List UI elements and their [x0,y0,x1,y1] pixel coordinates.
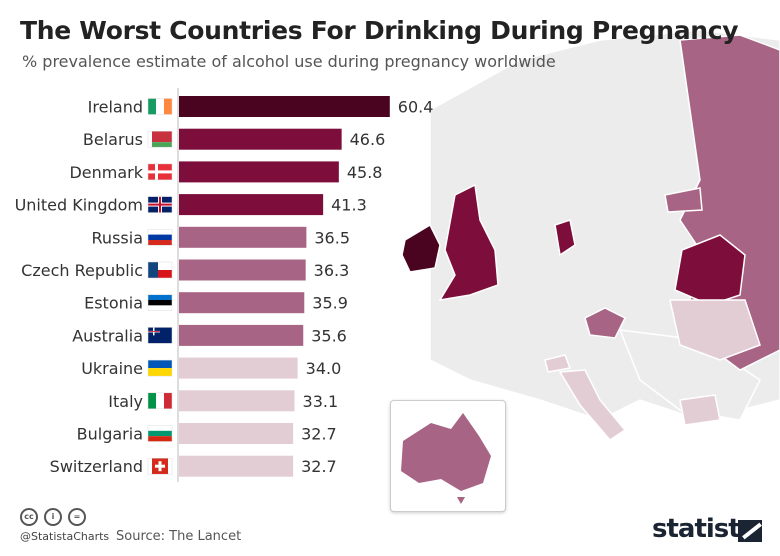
belarus-flag-icon [147,130,173,148]
value-label: 35.6 [311,326,347,345]
value-label: 36.3 [314,261,350,280]
category-label: Denmark [69,163,143,182]
bar [179,259,306,281]
twitter-handle[interactable]: @StatistaCharts [20,530,110,543]
value-label: 46.6 [350,130,386,149]
chart-subtitle: % prevalence estimate of alcohol use dur… [22,52,556,71]
bar [179,226,307,248]
category-label: Italy [108,392,143,411]
map-australia [401,413,491,491]
map-belarus [674,234,746,306]
bulgaria-flag-icon [147,425,173,442]
bar [179,390,295,412]
map-ukraine [669,299,761,361]
cc-icon: cc [20,508,38,526]
russia-flag-icon [147,229,173,246]
source-text: Source: The Lancet [116,529,242,544]
value-label: 32.7 [301,425,337,444]
bar [179,96,390,117]
australia-flag-icon [147,327,173,344]
category-label: Bulgaria [77,425,143,444]
uk-flag-icon [147,196,173,213]
category-label: Switzerland [50,457,143,476]
bar [179,128,342,150]
bar [179,423,294,444]
bar [179,455,294,477]
value-label: 45.8 [347,163,383,182]
value-label: 41.3 [331,196,367,215]
ireland-flag-icon [147,98,173,115]
attribution-icon: i [44,508,62,526]
no-derivatives-icon: = [68,508,86,526]
value-label: 60.4 [398,98,434,117]
value-label: 33.1 [303,392,339,411]
bar [179,292,305,314]
ukraine-flag-icon [147,359,173,377]
czech-flag-icon [147,261,173,279]
denmark-flag-icon [147,163,173,181]
value-label: 35.9 [312,294,348,313]
map-ireland [401,223,441,273]
chart-title: The Worst Countries For Drinking During … [20,16,739,45]
category-label: Ireland [88,98,143,117]
category-label: Ukraine [81,359,143,378]
category-label: United Kingdom [15,196,143,215]
map-czech [584,307,627,339]
map-italy [558,369,627,441]
switzerland-flag-icon [147,457,173,475]
value-label: 32.7 [301,457,337,476]
bar [179,357,298,379]
map-uk [438,183,499,302]
value-label: 36.5 [314,228,350,247]
bar [179,161,339,183]
australia-inset [390,400,506,512]
value-label: 34.0 [306,359,342,378]
category-label: Russia [92,228,143,247]
statista-logo-icon [738,520,762,542]
map-switzerland [544,354,572,373]
category-label: Australia [72,326,143,345]
category-label: Belarus [83,130,143,149]
bar [179,194,324,216]
estonia-flag-icon [147,294,173,311]
bar [179,324,304,346]
map-denmark [554,219,576,257]
map-bulgaria [679,394,721,426]
map-estonia [664,187,703,213]
italy-flag-icon [147,392,173,410]
category-label: Estonia [84,294,143,313]
category-label: Czech Republic [21,261,143,280]
